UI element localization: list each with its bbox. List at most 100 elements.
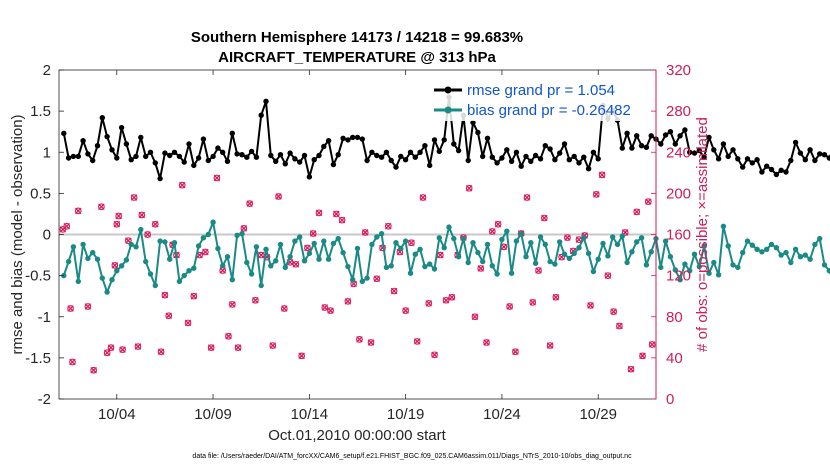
obs-assimilated-marker xyxy=(361,229,369,236)
bias-point xyxy=(354,245,361,252)
obs-assimilated-marker xyxy=(98,203,105,211)
bias-point xyxy=(740,249,746,256)
obs-possible-marker xyxy=(103,349,111,357)
obs-possible-marker xyxy=(298,352,306,360)
obs-assimilated-marker xyxy=(506,303,513,310)
rmse-point xyxy=(754,157,760,163)
bias-point xyxy=(234,232,240,238)
bias-point xyxy=(504,228,510,234)
obs-possible-marker xyxy=(98,203,105,211)
bias-point xyxy=(402,238,409,244)
bias-point xyxy=(513,238,520,244)
rmse-point xyxy=(306,174,313,180)
bias-point xyxy=(518,231,524,237)
bias-point xyxy=(624,259,630,266)
rmse-point xyxy=(725,153,731,160)
bias-point xyxy=(451,235,457,242)
bias-point xyxy=(696,263,702,270)
obs-possible-marker xyxy=(344,297,352,305)
rmse-point xyxy=(475,129,481,136)
y-right-tick-label: 80 xyxy=(666,309,683,326)
rmse-point xyxy=(239,152,245,158)
obs-possible-marker xyxy=(419,194,427,201)
bias-point xyxy=(634,239,640,245)
bias-point xyxy=(441,245,447,251)
bias-point xyxy=(282,264,288,271)
obs-assimilated-marker xyxy=(575,236,583,243)
bias-point xyxy=(345,263,351,270)
x-tick-label: 10/19 xyxy=(387,406,425,423)
rmse-point xyxy=(744,156,751,162)
obs-assimilated-marker xyxy=(269,342,277,349)
rmse-point xyxy=(528,158,534,164)
rmse-point xyxy=(590,149,597,155)
obs-assimilated-marker xyxy=(67,305,74,312)
obs-assimilated-marker xyxy=(419,194,427,201)
obs-assimilated-marker xyxy=(541,214,548,222)
obs-assimilated-marker xyxy=(144,231,151,238)
bias-point xyxy=(138,226,144,233)
bias-point xyxy=(682,261,688,267)
bias-point xyxy=(557,239,563,245)
obs-assimilated-marker xyxy=(639,352,646,360)
bias-point xyxy=(773,245,780,251)
rmse-point xyxy=(195,155,202,161)
bias-point xyxy=(701,243,707,249)
bias-point xyxy=(297,234,303,240)
obs-possible-marker xyxy=(213,174,221,182)
bias-point xyxy=(258,282,264,289)
bias-point xyxy=(465,259,471,266)
obs-possible-marker xyxy=(413,338,421,345)
chart-title-line1: Southern Hemisphere 14173 / 14218 = 99.6… xyxy=(191,29,523,46)
bias-point xyxy=(109,277,115,283)
rmse-point xyxy=(422,143,428,149)
obs-possible-marker xyxy=(564,234,571,241)
y-left-tick-label: 0.5 xyxy=(30,185,51,202)
bias-point xyxy=(205,231,211,238)
rmse-point xyxy=(205,157,211,164)
obs-assimilated-marker xyxy=(178,181,186,189)
rmse-point xyxy=(143,153,149,160)
bias-point xyxy=(186,268,192,274)
obs-possible-marker xyxy=(384,222,392,230)
bias-point xyxy=(783,249,789,256)
rmse-point xyxy=(480,153,486,160)
bias-point xyxy=(460,235,467,242)
obs-possible-marker xyxy=(184,319,192,327)
rmse-point xyxy=(167,152,173,159)
rmse-point xyxy=(292,156,298,162)
obs-possible-marker xyxy=(598,171,606,179)
bias-point xyxy=(147,271,154,277)
obs-assimilated-marker xyxy=(471,313,479,321)
bias-point xyxy=(167,256,173,262)
bias-point xyxy=(638,235,645,241)
rmse-point xyxy=(537,156,544,162)
bias-point xyxy=(306,250,313,257)
rmse-point xyxy=(171,149,178,155)
obs-possible-marker xyxy=(648,341,656,348)
rmse-point xyxy=(128,157,134,163)
obs-assimilated-marker xyxy=(564,234,571,241)
obs-possible-marker xyxy=(512,348,519,356)
rmse-point xyxy=(441,137,447,143)
bias-point xyxy=(552,261,558,267)
obs-possible-marker xyxy=(610,308,617,315)
rmse-point xyxy=(147,149,154,155)
bias-point xyxy=(427,261,433,267)
bias-point xyxy=(104,289,110,295)
y-axis-left-label: rmse and bias (model - observation) xyxy=(9,114,26,354)
rmse-point xyxy=(802,157,808,163)
obs-possible-marker xyxy=(332,210,340,218)
rmse-point xyxy=(417,149,423,155)
rmse-point xyxy=(451,141,457,147)
obs-assimilated-marker xyxy=(367,339,375,346)
x-tick-label: 10/09 xyxy=(194,406,232,423)
y-left-tick-label: -1 xyxy=(38,309,51,326)
rmse-point xyxy=(273,158,279,164)
obs-possible-marker xyxy=(558,253,565,261)
bias-point xyxy=(224,254,231,260)
rmse-point xyxy=(768,166,775,173)
legend-rmse-marker xyxy=(444,86,452,94)
obs-assimilated-marker xyxy=(321,304,329,311)
bias-point xyxy=(768,241,775,248)
